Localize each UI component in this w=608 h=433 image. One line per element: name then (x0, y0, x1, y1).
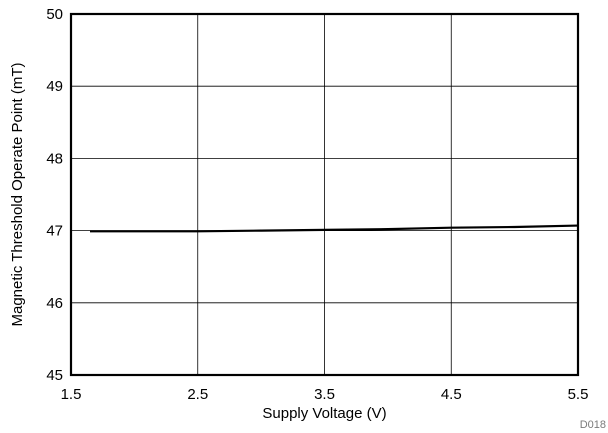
x-tick-label: 5.5 (568, 386, 589, 403)
y-axis-label: Magnetic Threshold Operate Point (mT) (9, 62, 26, 326)
x-tick-label: 4.5 (441, 386, 462, 403)
y-tick-label: 49 (46, 78, 63, 95)
x-tick-label: 2.5 (187, 386, 208, 403)
series-lines (90, 224, 579, 233)
x-tick-labels: 1.5 2.5 3.5 4.5 5.5 (61, 386, 589, 403)
y-tick-label: 50 (46, 6, 63, 23)
y-tick-label: 45 (46, 367, 63, 384)
y-tick-label: 47 (46, 223, 63, 240)
series-line-0 (90, 224, 579, 233)
figure-id-note: D018 (580, 419, 606, 431)
grid (71, 14, 578, 375)
y-tick-label: 48 (46, 150, 63, 167)
x-tick-label: 3.5 (314, 386, 335, 403)
x-axis-label: Supply Voltage (V) (262, 405, 386, 422)
y-tick-label: 46 (46, 295, 63, 312)
x-tick-label: 1.5 (61, 386, 82, 403)
plot-frame (69, 12, 580, 377)
y-tick-labels: 45 46 47 48 49 50 (46, 6, 63, 384)
